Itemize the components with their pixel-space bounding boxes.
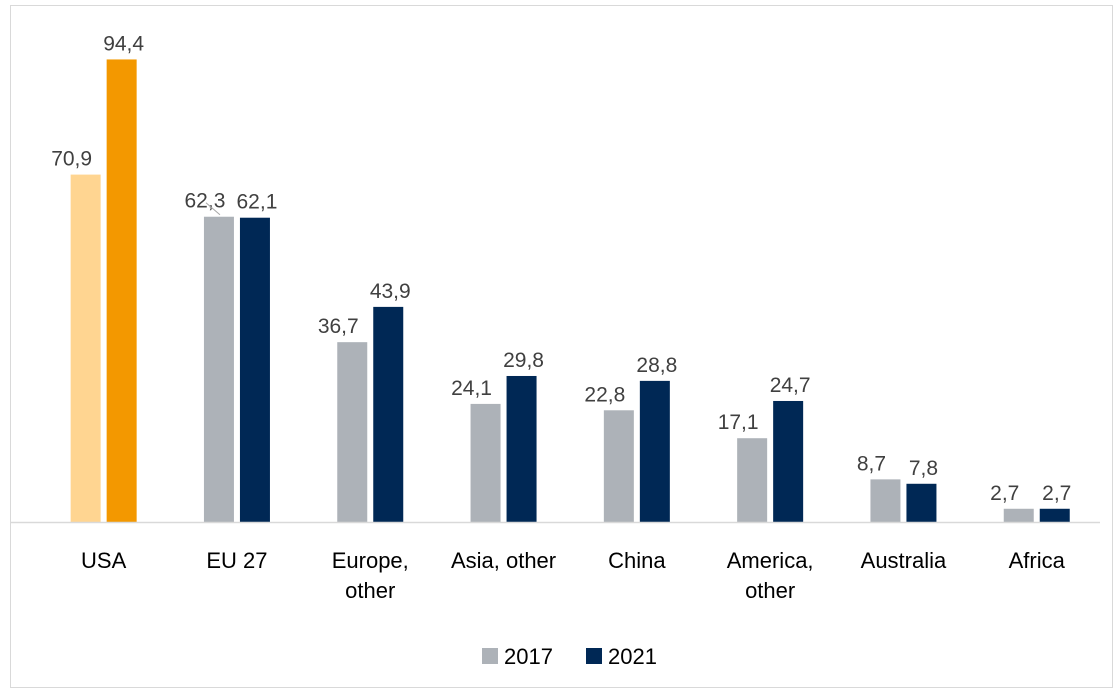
category-label-0: USA <box>81 548 127 573</box>
value-label-2017-6: 8,7 <box>857 452 886 475</box>
bar-2021-2 <box>373 306 404 522</box>
value-label-2021-3: 29,8 <box>503 349 544 372</box>
bar-2021-4 <box>639 380 670 522</box>
legend-swatch-2021 <box>586 648 602 664</box>
value-label-2021-6: 7,8 <box>909 457 938 480</box>
category-label-1: EU 27 <box>206 548 267 573</box>
value-label-2021-4: 28,8 <box>636 354 677 377</box>
value-label-2021-0: 94,4 <box>103 32 144 55</box>
category-label-2-line-1: other <box>345 578 395 603</box>
legend-swatch-2017 <box>482 648 498 664</box>
bar-2017-6 <box>870 479 901 522</box>
bar-2021-0 <box>106 59 137 522</box>
value-label-2017-0: 70,9 <box>51 148 92 171</box>
category-label-3: Asia, other <box>451 548 556 573</box>
category-label-7: Africa <box>1009 548 1066 573</box>
bar-2021-1 <box>239 217 270 522</box>
legend-label-2017: 2017 <box>504 644 553 669</box>
bar-2017-7 <box>1003 508 1034 522</box>
bar-2021-3 <box>506 375 537 522</box>
value-label-2017-3: 24,1 <box>451 377 492 400</box>
bar-2021-5 <box>773 400 804 522</box>
value-label-2021-7: 2,7 <box>1042 482 1071 505</box>
value-label-2017-1: 62,3 <box>185 190 226 213</box>
bar-2021-7 <box>1039 508 1070 522</box>
value-label-2021-2: 43,9 <box>370 280 411 303</box>
value-label-2017-7: 2,7 <box>990 482 1019 505</box>
value-label-2017-2: 36,7 <box>318 315 359 338</box>
bar-2017-0 <box>70 174 101 522</box>
category-label-6: Australia <box>861 548 947 573</box>
bar-2017-3 <box>470 403 501 522</box>
bar-2017-2 <box>337 342 368 522</box>
value-label-2017-5: 17,1 <box>718 411 759 434</box>
bar-2017-1 <box>203 216 234 523</box>
chart-frame <box>10 5 1113 688</box>
bar-2021-6 <box>906 483 937 522</box>
category-label-5-line-1: other <box>745 578 795 603</box>
value-label-2021-1: 62,1 <box>237 191 278 214</box>
legend-label-2021: 2021 <box>608 644 657 669</box>
leader-line <box>205 202 221 216</box>
category-label-2-line-0: Europe, <box>332 548 409 573</box>
value-label-2017-4: 22,8 <box>584 383 625 406</box>
category-label-5-line-0: America, <box>727 548 814 573</box>
bar-2017-5 <box>737 438 768 522</box>
value-label-2021-5: 24,7 <box>770 374 811 397</box>
category-label-4: China <box>608 548 666 573</box>
bar-2017-4 <box>603 410 634 522</box>
